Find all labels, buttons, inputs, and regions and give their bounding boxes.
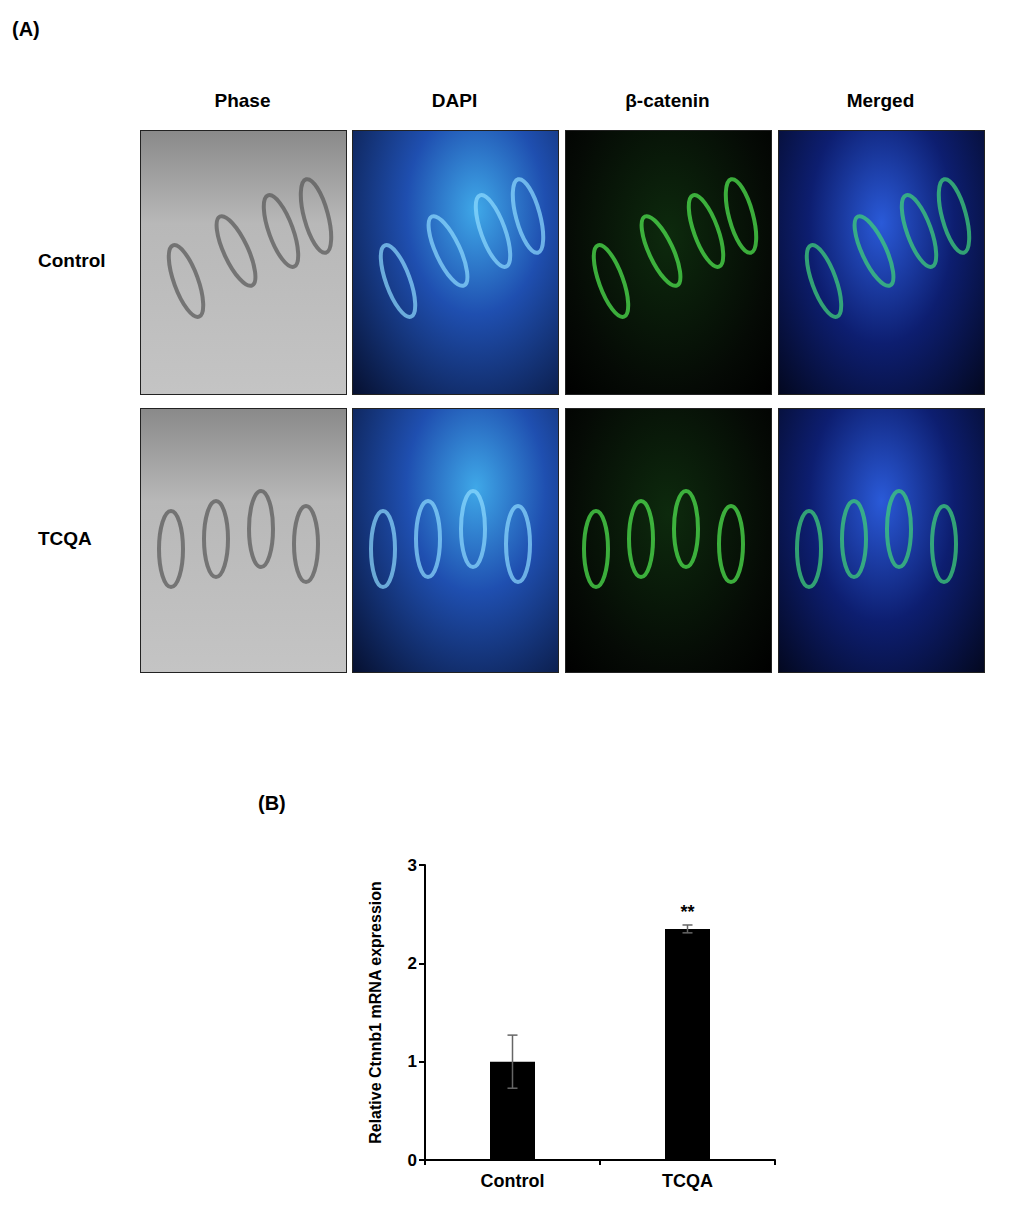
html-text:(A): (A) — [12, 18, 40, 40]
html-text:Phase: Phase — [214, 90, 271, 111]
html-text:(B): (B) — [258, 792, 286, 814]
svg-text:2: 2 — [408, 954, 417, 973]
html-text:DAPI: DAPI — [431, 90, 478, 111]
html-text:Control: Control — [38, 249, 106, 271]
svg-text:1: 1 — [408, 1052, 417, 1071]
svg-text:3: 3 — [408, 856, 417, 875]
svg-text:TCQA: TCQA — [662, 1171, 713, 1191]
svg-text:Relative Ctnnb1 mRNA expressio: Relative Ctnnb1 mRNA expression — [367, 881, 384, 1144]
svg-text:**: ** — [680, 902, 694, 922]
html-text:β-catenin: β-catenin — [625, 90, 710, 111]
svg-text:Control: Control — [481, 1171, 545, 1191]
svg-text:0: 0 — [408, 1151, 417, 1170]
html-text:TCQA: TCQA — [38, 527, 92, 549]
html-text:Merged: Merged — [846, 90, 915, 111]
